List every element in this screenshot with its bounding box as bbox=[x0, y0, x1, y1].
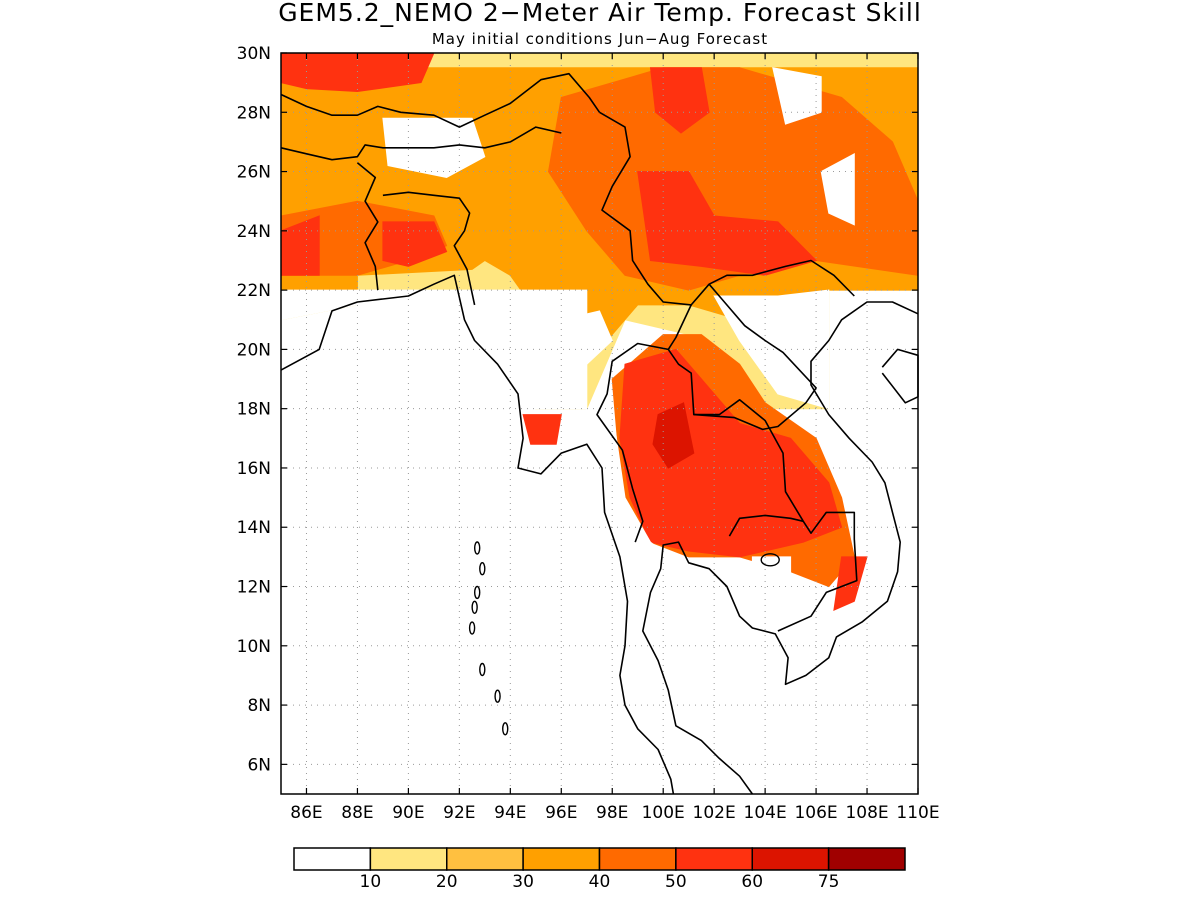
colorbar-label: 10 bbox=[360, 872, 382, 892]
lat-tick-label: 24N bbox=[237, 222, 271, 242]
island-outline bbox=[471, 600, 478, 614]
lat-tick-label: 12N bbox=[237, 578, 271, 598]
island-outline bbox=[473, 541, 481, 555]
map-title: GEM5.2_NEMO 2−Meter Air Temp. Forecast S… bbox=[278, 0, 922, 27]
colorbar-swatch bbox=[446, 847, 524, 871]
lon-tick-label: 102E bbox=[693, 803, 736, 823]
coastline-segment bbox=[667, 348, 858, 632]
colorbar-swatch bbox=[827, 847, 906, 871]
lon-tick-label: 86E bbox=[290, 803, 322, 823]
map-frame bbox=[280, 52, 919, 795]
lon-tick-label: 104E bbox=[744, 803, 787, 823]
colorbar-label: 75 bbox=[818, 872, 840, 892]
skill-contour-region bbox=[649, 67, 710, 134]
lat-tick-label: 8N bbox=[247, 696, 271, 716]
skill-contour-region bbox=[820, 152, 855, 226]
skill-contour-region bbox=[522, 414, 562, 445]
map-subtitle: May initial conditions Jun−Aug Forecast bbox=[432, 30, 768, 48]
lat-tick-label: 26N bbox=[237, 163, 271, 183]
coastline-segment bbox=[356, 162, 379, 291]
coastline-segment bbox=[280, 72, 601, 128]
colorbar-swatch bbox=[369, 847, 448, 871]
coastlines-and-borders bbox=[280, 72, 919, 795]
skill-contour-region bbox=[713, 289, 830, 410]
colorbar-label: 30 bbox=[512, 872, 534, 892]
coastline-segment bbox=[728, 514, 804, 537]
lat-tick-label: 18N bbox=[237, 400, 271, 420]
lat-tick-label: 28N bbox=[237, 103, 271, 123]
lon-tick-label: 94E bbox=[494, 803, 526, 823]
coastline-segment bbox=[599, 111, 855, 306]
coastline-segment bbox=[596, 304, 692, 543]
lon-tick-label: 98E bbox=[596, 803, 628, 823]
lat-tick-label: 14N bbox=[237, 518, 271, 538]
island-outline bbox=[468, 621, 476, 635]
lon-tick-label: 92E bbox=[443, 803, 475, 823]
coastline-segment bbox=[881, 348, 919, 404]
lat-tick-label: 6N bbox=[247, 755, 271, 775]
skill-contour-region bbox=[637, 171, 818, 276]
lon-tick-label: 88E bbox=[341, 803, 373, 823]
lat-tick-label: 22N bbox=[237, 281, 271, 301]
island-outline bbox=[494, 689, 501, 703]
latitude-axis: 30N 28N 26N 24N 22N 20N 18N 16N 14N 12N 10N 8N 6N bbox=[237, 44, 918, 775]
colorbar-label: 50 bbox=[665, 872, 687, 892]
island-outline bbox=[479, 562, 486, 576]
skill-contour-region bbox=[280, 319, 919, 795]
colorbar-label: 60 bbox=[741, 872, 763, 892]
island-outline bbox=[473, 585, 481, 600]
skill-shading bbox=[280, 52, 919, 795]
lake-outline bbox=[760, 553, 780, 567]
colorbar-swatch bbox=[751, 847, 830, 871]
lon-tick-label: 110E bbox=[896, 803, 939, 823]
lat-tick-label: 16N bbox=[237, 459, 271, 479]
lon-tick-label: 106E bbox=[794, 803, 837, 823]
coastline-segment bbox=[280, 126, 562, 161]
coastline-segment bbox=[693, 283, 817, 431]
lat-tick-label: 10N bbox=[237, 637, 271, 657]
colorbar-swatch bbox=[598, 847, 677, 871]
lat-tick-label: 30N bbox=[237, 44, 271, 64]
skill-contour-region bbox=[619, 348, 843, 558]
island-outline bbox=[502, 722, 509, 736]
lon-tick-label: 108E bbox=[845, 803, 888, 823]
lon-tick-label: 90E bbox=[392, 803, 424, 823]
colorbar-label: 20 bbox=[436, 872, 458, 892]
lat-tick-label: 20N bbox=[237, 340, 271, 360]
colorbar-swatch bbox=[293, 847, 372, 871]
colorbar: 10 20 30 40 50 60 75 bbox=[293, 847, 906, 892]
colorbar-swatch bbox=[675, 847, 753, 871]
coastline-segment bbox=[641, 301, 919, 795]
lon-tick-label: 96E bbox=[545, 803, 577, 823]
skill-contour-region bbox=[382, 221, 448, 267]
island-outline bbox=[479, 662, 486, 677]
coastline-segment bbox=[382, 191, 476, 306]
colorbar-swatch bbox=[522, 847, 601, 871]
coastline-segment bbox=[280, 274, 675, 795]
longitude-axis: 86E 88E 90E 92E 94E 96E 98E 100E 102E 104E 106E 108… bbox=[290, 53, 940, 823]
skill-contour-region bbox=[280, 289, 358, 321]
lon-tick-label: 100E bbox=[642, 803, 685, 823]
skill-contour-region bbox=[547, 67, 919, 291]
colorbar-label: 40 bbox=[589, 872, 611, 892]
